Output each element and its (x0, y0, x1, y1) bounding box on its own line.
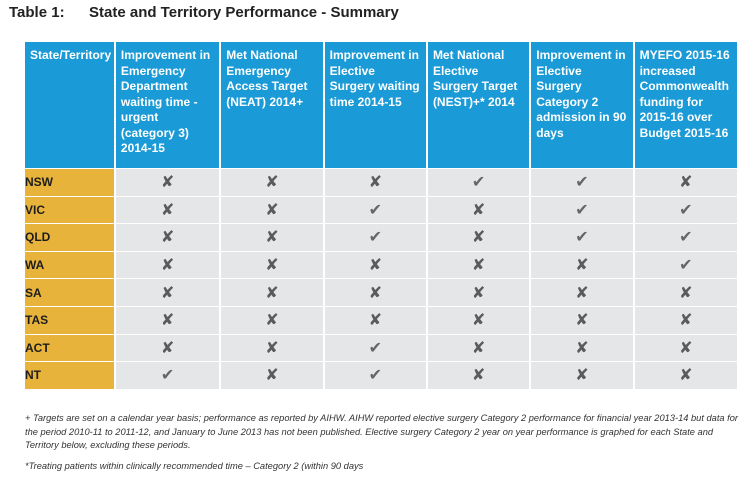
column-header: Met National Elective Surgery Target (NE… (425, 42, 531, 169)
cross-icon: ✘ (322, 250, 427, 279)
cross-icon: ✘ (219, 250, 324, 279)
footnote-targets: + Targets are set on a calendar year bas… (25, 413, 739, 450)
state-label: WA (25, 250, 115, 279)
cross-icon: ✘ (219, 195, 324, 224)
cross-icon: ✘ (322, 278, 427, 307)
state-label: VIC (25, 195, 115, 224)
table-title: Table 1: State and Territory Performance … (9, 4, 399, 21)
cross-icon: ✘ (113, 223, 221, 252)
state-label: TAS (25, 305, 115, 335)
table-row: ACT ✘ ✘ ✔ ✘ ✘ ✘ (25, 333, 737, 362)
column-header: Met National Emergency Access Target (NE… (219, 42, 324, 169)
cross-icon: ✘ (529, 278, 634, 307)
table-row: WA ✘ ✘ ✘ ✘ ✘ ✔ (25, 250, 737, 279)
cross-icon: ✘ (219, 278, 324, 307)
cross-icon: ✘ (113, 250, 221, 279)
header-row: State/Territory Improvement in Emergency… (25, 42, 737, 169)
cross-icon: ✘ (322, 168, 427, 197)
cross-icon: ✘ (322, 305, 427, 335)
check-icon: ✔ (322, 361, 427, 389)
cross-icon: ✘ (425, 223, 531, 252)
table-number: Table 1: (9, 4, 65, 21)
cross-icon: ✘ (632, 168, 737, 197)
cross-icon: ✘ (425, 250, 531, 279)
cross-icon: ✘ (219, 333, 324, 362)
state-label: QLD (25, 223, 115, 252)
cross-icon: ✘ (425, 195, 531, 224)
cross-icon: ✘ (113, 305, 221, 335)
check-icon: ✔ (632, 195, 737, 224)
column-header: Improvement in Elective Surgery waiting … (322, 42, 427, 169)
state-label: NT (25, 361, 115, 389)
cross-icon: ✘ (632, 305, 737, 335)
cross-icon: ✘ (632, 278, 737, 307)
check-icon: ✔ (529, 195, 634, 224)
cross-icon: ✘ (632, 361, 737, 389)
cross-icon: ✘ (113, 278, 221, 307)
table-row: TAS ✘ ✘ ✘ ✘ ✘ ✘ (25, 305, 737, 335)
check-icon: ✔ (529, 168, 634, 197)
check-icon: ✔ (322, 195, 427, 224)
cross-icon: ✘ (632, 333, 737, 362)
column-header: Improvement in Elective Surgery Category… (529, 42, 634, 169)
table-body: NSW ✘ ✘ ✘ ✔ ✔ ✘ VIC ✘ ✘ ✔ ✘ ✔ ✔ QLD ✘ ✘ ✔ ✘ ✔ ✔ WA ✘ ✘ ✘ ✘ ✘ ✔ SA ✘ ✘ ✘… (25, 168, 737, 389)
column-header: Improvement in Emergency Department wait… (113, 42, 221, 169)
table-row: SA ✘ ✘ ✘ ✘ ✘ ✘ (25, 278, 737, 307)
cross-icon: ✘ (425, 333, 531, 362)
table-title-text: State and Territory Performance - Summar… (89, 4, 399, 21)
check-icon: ✔ (529, 223, 634, 252)
cross-icon: ✘ (219, 168, 324, 197)
column-header: State/Territory (25, 42, 115, 169)
cross-icon: ✘ (529, 361, 634, 389)
table-row: VIC ✘ ✘ ✔ ✘ ✔ ✔ (25, 195, 737, 224)
cross-icon: ✘ (529, 333, 634, 362)
state-label: ACT (25, 333, 115, 362)
table-row: NT ✔ ✘ ✔ ✘ ✘ ✘ (25, 361, 737, 389)
check-icon: ✔ (632, 250, 737, 279)
cross-icon: ✘ (529, 305, 634, 335)
cross-icon: ✘ (113, 333, 221, 362)
check-icon: ✔ (425, 168, 531, 197)
footnote-treating: *Treating patients within clinically rec… (25, 461, 364, 471)
state-label: NSW (25, 168, 115, 197)
cross-icon: ✘ (219, 223, 324, 252)
performance-table: State/Territory Improvement in Emergency… (25, 42, 737, 389)
cross-icon: ✘ (219, 305, 324, 335)
cross-icon: ✘ (113, 168, 221, 197)
check-icon: ✔ (632, 223, 737, 252)
check-icon: ✔ (113, 361, 221, 389)
cross-icon: ✘ (425, 361, 531, 389)
check-icon: ✔ (322, 333, 427, 362)
table-row: QLD ✘ ✘ ✔ ✘ ✔ ✔ (25, 223, 737, 252)
table-row: NSW ✘ ✘ ✘ ✔ ✔ ✘ (25, 168, 737, 197)
cross-icon: ✘ (219, 361, 324, 389)
column-header: MYEFO 2015-16 increased Commonwealth fun… (632, 42, 737, 169)
cross-icon: ✘ (113, 195, 221, 224)
cross-icon: ✘ (425, 305, 531, 335)
state-label: SA (25, 278, 115, 307)
cross-icon: ✘ (529, 250, 634, 279)
check-icon: ✔ (322, 223, 427, 252)
cross-icon: ✘ (425, 278, 531, 307)
